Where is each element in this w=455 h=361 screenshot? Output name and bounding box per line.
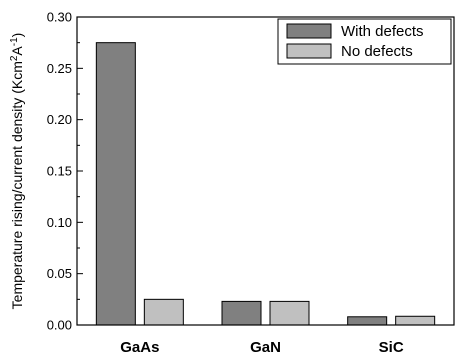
y-tick-label: 0.25 bbox=[47, 61, 72, 76]
legend: With defects No defects bbox=[277, 18, 452, 65]
x-tick-label-gan: GaN bbox=[250, 339, 281, 356]
x-tick-label-sic: SiC bbox=[379, 339, 404, 356]
bar-sic-with-defects bbox=[347, 316, 388, 326]
y-axis-ticks: 0.00 0.05 0.10 0.15 0.20 0.25 0.30 bbox=[47, 10, 83, 333]
legend-swatch-with-defects bbox=[286, 23, 332, 39]
y-axis-label: Temperature rising/current density (Kcm2… bbox=[9, 33, 25, 310]
y-tick-label: 0.00 bbox=[47, 318, 72, 333]
bar-gan-no-defects bbox=[269, 300, 310, 326]
bar-gan-with-defects bbox=[221, 300, 262, 326]
y-tick-label: 0.30 bbox=[47, 10, 72, 25]
bar-gaas-no-defects bbox=[143, 298, 184, 326]
y-tick-label: 0.05 bbox=[47, 266, 72, 281]
legend-label-with-defects: With defects bbox=[341, 23, 424, 40]
legend-label-no-defects: No defects bbox=[341, 43, 413, 60]
x-tick-label-gaas: GaAs bbox=[120, 339, 159, 356]
bars-group bbox=[95, 42, 436, 326]
y-tick-label: 0.10 bbox=[47, 215, 72, 230]
legend-swatch-no-defects bbox=[286, 43, 332, 59]
x-axis-labels: GaAs GaN SiC bbox=[120, 339, 404, 356]
bar-gaas-with-defects bbox=[95, 42, 136, 326]
y-tick-label: 0.20 bbox=[47, 112, 72, 127]
bar-sic-no-defects bbox=[395, 315, 436, 326]
y-tick-label: 0.15 bbox=[47, 164, 72, 179]
